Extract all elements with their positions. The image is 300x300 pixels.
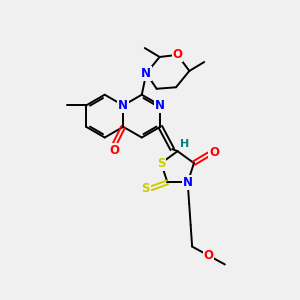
Text: S: S bbox=[142, 182, 150, 195]
Text: H: H bbox=[180, 139, 189, 149]
Text: N: N bbox=[118, 99, 128, 112]
Text: S: S bbox=[157, 157, 165, 169]
Text: N: N bbox=[141, 67, 151, 80]
Text: O: O bbox=[109, 144, 119, 157]
Text: O: O bbox=[172, 48, 182, 62]
Text: O: O bbox=[203, 249, 214, 262]
Text: N: N bbox=[155, 99, 165, 112]
Text: O: O bbox=[209, 146, 219, 159]
Text: N: N bbox=[183, 176, 193, 189]
